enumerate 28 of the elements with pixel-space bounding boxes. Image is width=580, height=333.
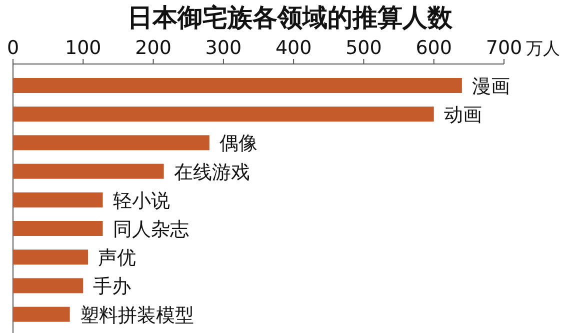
x-tick-label: 700 [486, 37, 522, 59]
y-tick-label: 同人杂志 [112, 218, 189, 240]
bar [13, 135, 210, 150]
x-axis-title: 万人 [526, 39, 560, 59]
y-tick-label: 在线游戏 [174, 161, 250, 184]
bar [13, 306, 70, 322]
x-tick-label: 0 [6, 37, 20, 59]
x-tick-label: 100 [65, 37, 102, 59]
y-tick-label: 塑料拼装模型 [80, 304, 194, 326]
x-tick-label: 400 [275, 37, 312, 59]
bar [13, 164, 164, 179]
y-tick-label: 轻小说 [112, 190, 170, 212]
x-tick-label: 200 [135, 37, 172, 59]
y-tick-label: 漫画 [472, 76, 510, 98]
y-tick-label: 偶像 [219, 132, 258, 155]
bar [13, 278, 84, 294]
x-tick-label: 500 [346, 37, 382, 59]
x-tick-label: 600 [416, 37, 452, 59]
bar [13, 250, 88, 265]
x-tick-label: 300 [205, 37, 242, 59]
y-tick-label: 声优 [98, 247, 136, 270]
bar [13, 78, 462, 93]
bar [13, 192, 103, 208]
y-tick-label: 动画 [444, 104, 482, 126]
bar [13, 221, 103, 236]
y-tick-label: 手办 [93, 276, 132, 298]
bar [13, 106, 434, 122]
chart-title: 日本御宅族各领域的推算人数 [128, 3, 454, 32]
